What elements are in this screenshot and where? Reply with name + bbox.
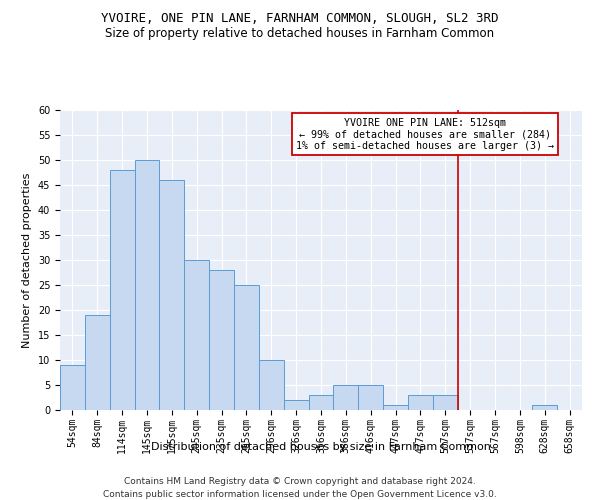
Bar xyxy=(383,405,408,410)
Text: YVOIRE ONE PIN LANE: 512sqm
← 99% of detached houses are smaller (284)
1% of sem: YVOIRE ONE PIN LANE: 512sqm ← 99% of det… xyxy=(296,118,554,150)
Bar xyxy=(134,160,160,410)
Text: Distribution of detached houses by size in Farnham Common: Distribution of detached houses by size … xyxy=(151,442,491,452)
Bar xyxy=(60,365,85,410)
Text: Contains HM Land Registry data © Crown copyright and database right 2024.: Contains HM Land Registry data © Crown c… xyxy=(124,478,476,486)
Bar xyxy=(160,180,184,410)
Bar xyxy=(334,385,358,410)
Bar xyxy=(433,395,458,410)
Bar xyxy=(234,285,259,410)
Bar xyxy=(259,360,284,410)
Bar xyxy=(358,385,383,410)
Text: Size of property relative to detached houses in Farnham Common: Size of property relative to detached ho… xyxy=(106,28,494,40)
Bar xyxy=(532,405,557,410)
Bar xyxy=(110,170,134,410)
Bar xyxy=(209,270,234,410)
Text: YVOIRE, ONE PIN LANE, FARNHAM COMMON, SLOUGH, SL2 3RD: YVOIRE, ONE PIN LANE, FARNHAM COMMON, SL… xyxy=(101,12,499,26)
Bar xyxy=(308,395,334,410)
Text: Contains public sector information licensed under the Open Government Licence v3: Contains public sector information licen… xyxy=(103,490,497,499)
Bar xyxy=(408,395,433,410)
Bar xyxy=(284,400,308,410)
Bar xyxy=(85,315,110,410)
Bar xyxy=(184,260,209,410)
Y-axis label: Number of detached properties: Number of detached properties xyxy=(22,172,32,348)
